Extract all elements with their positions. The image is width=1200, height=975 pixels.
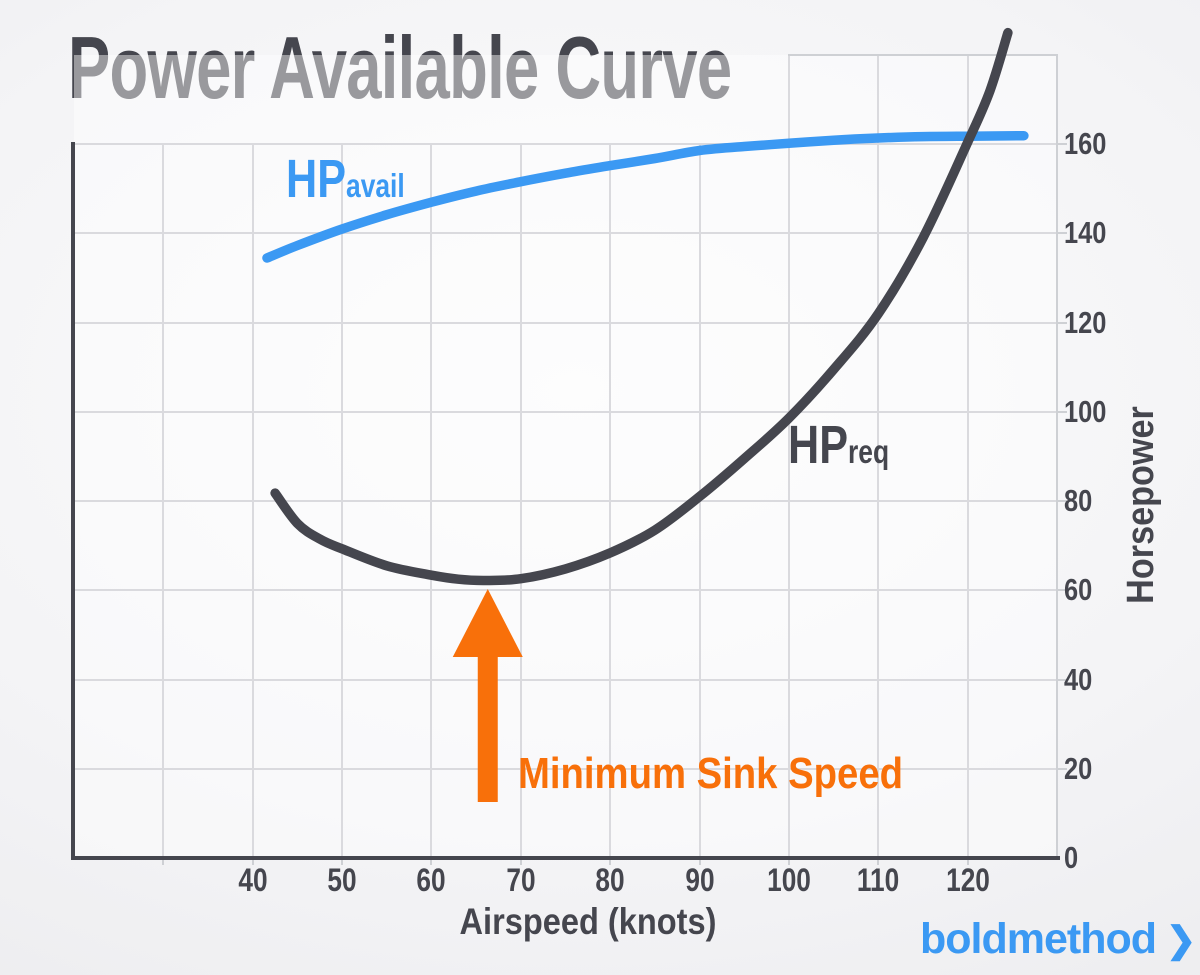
- y-tick-label-100: 100: [1064, 393, 1107, 429]
- tick-mark-y-20: [1058, 767, 1067, 770]
- tick-mark-x-60: [430, 860, 433, 865]
- chevron-right-icon: ❯: [1166, 918, 1197, 960]
- x-tick-label-100: 100: [767, 862, 811, 898]
- gridline-y-20: [74, 767, 1057, 770]
- y-tick-label-160: 160: [1064, 126, 1107, 162]
- tick-mark-x-120: [966, 860, 969, 865]
- x-axis-line: [71, 856, 1060, 860]
- x-tick-label-50: 50: [327, 862, 357, 898]
- tick-mark-x-40: [251, 860, 254, 865]
- tick-mark-y-100: [1058, 410, 1067, 413]
- tick-mark-y-120: [1058, 321, 1067, 324]
- gridline-y-120: [74, 321, 1057, 324]
- gridline-y-140: [74, 232, 1057, 235]
- tick-mark-x-90: [698, 860, 701, 865]
- tick-mark-x-100: [787, 860, 790, 865]
- hp-avail-label-sub: avail: [346, 167, 405, 204]
- y-tick-label-20: 20: [1064, 750, 1093, 786]
- brand-logo: boldmethod ❯: [920, 918, 1196, 961]
- hp-req-label: HPreq: [788, 418, 889, 472]
- y-tick-label-0: 0: [1064, 840, 1079, 875]
- x-tick-label-80: 80: [595, 862, 625, 898]
- x-tick-label-60: 60: [416, 862, 447, 898]
- gridline-y-160: [74, 143, 1057, 146]
- gridline-y-40: [74, 678, 1057, 681]
- x-tick-label-70: 70: [506, 862, 536, 898]
- tick-mark-y-160: [1058, 143, 1067, 146]
- tick-mark-y-80: [1058, 500, 1067, 503]
- x-tick-label-90: 90: [684, 862, 715, 898]
- tick-mark-x-50: [341, 860, 344, 865]
- plot-area: [74, 55, 1057, 858]
- tick-mark-x-70: [519, 860, 522, 865]
- tick-mark-x-110: [877, 860, 880, 865]
- y-tick-label-60: 60: [1064, 572, 1093, 608]
- gridline-y-60: [74, 589, 1057, 592]
- tick-mark-x-80: [609, 860, 612, 865]
- tick-mark-y-140: [1058, 232, 1067, 235]
- brand-logo-text: boldmethod: [920, 915, 1157, 963]
- plot-border-top: [788, 54, 1058, 56]
- y-axis-line: [71, 142, 75, 860]
- tick-mark-x-30: [162, 860, 165, 865]
- gridline-y-100: [74, 410, 1057, 413]
- x-tick-label-120: 120: [945, 862, 990, 898]
- plot-border-right: [1056, 54, 1058, 858]
- tick-mark-y-40: [1058, 678, 1067, 681]
- x-tick-label-40: 40: [238, 862, 268, 898]
- y-tick-label-140: 140: [1064, 215, 1107, 251]
- y-axis-title: Horsepower: [1120, 406, 1162, 604]
- hp-req-label-main: HP: [788, 415, 849, 475]
- x-tick-label-110: 110: [857, 862, 900, 898]
- minimum-sink-speed-label: Minimum Sink Speed: [518, 749, 903, 798]
- hp-avail-label: HPavail: [286, 152, 405, 206]
- y-tick-label-80: 80: [1064, 483, 1093, 519]
- gridline-x-120: [966, 54, 969, 858]
- y-tick-label-120: 120: [1064, 304, 1107, 340]
- tick-mark-y-60: [1058, 589, 1067, 592]
- hp-req-label-sub: req: [848, 433, 890, 470]
- x-axis-title: Airspeed (knots): [459, 901, 717, 942]
- gridline-y-80: [74, 500, 1057, 503]
- hp-avail-label-main: HP: [286, 149, 347, 209]
- y-tick-label-40: 40: [1064, 661, 1093, 697]
